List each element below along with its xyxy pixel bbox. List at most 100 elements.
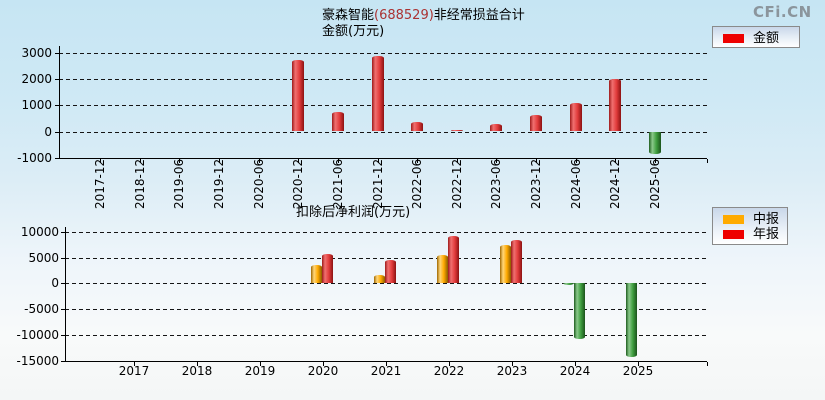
- bar: [450, 129, 463, 132]
- x-tick: [134, 361, 135, 366]
- x-tick: [536, 158, 538, 163]
- legend-label: 中报: [753, 212, 780, 227]
- x-axis-label: 2019: [244, 364, 276, 378]
- gridline: [65, 334, 707, 336]
- gridline: [65, 283, 707, 285]
- bottom-chart-title: 扣除后净利润(万元): [296, 205, 411, 220]
- bar: [490, 123, 503, 132]
- y-axis-label: 0: [44, 124, 52, 139]
- bar: [292, 60, 305, 132]
- y-tick: [61, 360, 65, 362]
- x-tick: [449, 361, 450, 366]
- y-axis-line: [65, 227, 66, 362]
- metric-name: 非经常损益合计: [433, 8, 525, 23]
- y-tick: [55, 105, 59, 107]
- x-tick: [575, 361, 576, 366]
- legend-item: 金额: [723, 31, 799, 46]
- legend-item: 中报: [723, 212, 787, 227]
- x-axis-label: 2020: [307, 364, 339, 378]
- x-tick: [139, 158, 141, 163]
- bar: [574, 283, 585, 339]
- x-tick: [707, 361, 708, 366]
- x-tick: [512, 361, 513, 366]
- y-axis-label: 1000: [21, 98, 52, 113]
- y-tick: [61, 334, 65, 336]
- y-tick: [61, 231, 65, 233]
- x-tick: [323, 361, 324, 366]
- gridline: [59, 131, 707, 133]
- x-tick: [655, 158, 656, 163]
- y-axis-label: 2000: [21, 71, 52, 86]
- y-tick: [55, 78, 59, 80]
- stock-name: 豪森智能: [322, 8, 375, 23]
- y-tick: [55, 131, 59, 133]
- bar: [569, 103, 582, 132]
- y-axis-line: [59, 46, 60, 159]
- legend-label: 年报: [753, 227, 780, 242]
- bar: [374, 275, 385, 284]
- bar: [311, 264, 322, 284]
- x-tick: [377, 158, 379, 163]
- x-axis-label: 2024: [559, 364, 591, 378]
- y-tick: [55, 52, 59, 54]
- bar: [500, 244, 511, 284]
- y-axis-label: -1000: [17, 150, 52, 165]
- y-axis-label: -15000: [16, 353, 59, 368]
- x-tick: [258, 158, 260, 163]
- y-axis-label: -5000: [24, 302, 59, 317]
- top-chart-subtitle: 金额(万元): [322, 24, 385, 39]
- bar: [609, 78, 622, 132]
- x-tick: [707, 158, 708, 163]
- gridline: [59, 52, 707, 54]
- bar: [411, 122, 424, 132]
- x-tick: [100, 158, 101, 163]
- x-axis-label: 2025: [622, 364, 654, 378]
- x-tick: [417, 158, 419, 163]
- bar: [322, 253, 333, 284]
- y-axis-label: 3000: [21, 45, 52, 60]
- legend-swatch: [723, 34, 744, 43]
- gridline: [65, 309, 707, 311]
- y-tick: [55, 157, 59, 159]
- legend-item: 年报: [723, 227, 787, 242]
- x-axis-line: [59, 157, 707, 159]
- x-tick: [386, 361, 387, 366]
- bar: [511, 240, 522, 284]
- y-axis-label: 0: [51, 276, 59, 291]
- legend: 中报 年报: [712, 207, 788, 245]
- bar: [371, 56, 384, 132]
- x-tick: [638, 361, 639, 366]
- x-tick: [337, 158, 339, 163]
- x-axis-label: 2023: [496, 364, 528, 378]
- bar: [626, 283, 637, 358]
- x-axis-label: 2018: [181, 364, 213, 378]
- x-axis-label: 2021: [370, 364, 402, 378]
- x-tick: [496, 158, 498, 163]
- x-axis-line: [65, 360, 707, 362]
- x-tick: [218, 158, 220, 163]
- cfi-watermark: CFi.CN: [753, 3, 812, 21]
- y-tick: [61, 309, 65, 311]
- bar: [437, 254, 448, 284]
- x-tick: [197, 361, 198, 366]
- y-tick: [61, 283, 65, 285]
- y-axis-label: -10000: [16, 327, 59, 342]
- x-axis-label: 2017: [118, 364, 150, 378]
- legend-swatch: [723, 230, 744, 239]
- y-tick: [61, 257, 65, 259]
- bar: [385, 259, 396, 284]
- legend-swatch: [723, 215, 744, 224]
- y-axis-label: 10000: [20, 224, 59, 239]
- x-tick: [575, 158, 577, 163]
- top-chart-title: 豪森智能(688529)非经常损益合计: [322, 8, 525, 23]
- x-tick: [179, 158, 181, 163]
- bar: [563, 283, 574, 286]
- x-tick: [456, 158, 458, 163]
- gridline: [65, 257, 707, 259]
- legend-label: 金额: [753, 31, 780, 46]
- x-axis-label: 2022: [433, 364, 465, 378]
- legend: 金额: [712, 26, 800, 48]
